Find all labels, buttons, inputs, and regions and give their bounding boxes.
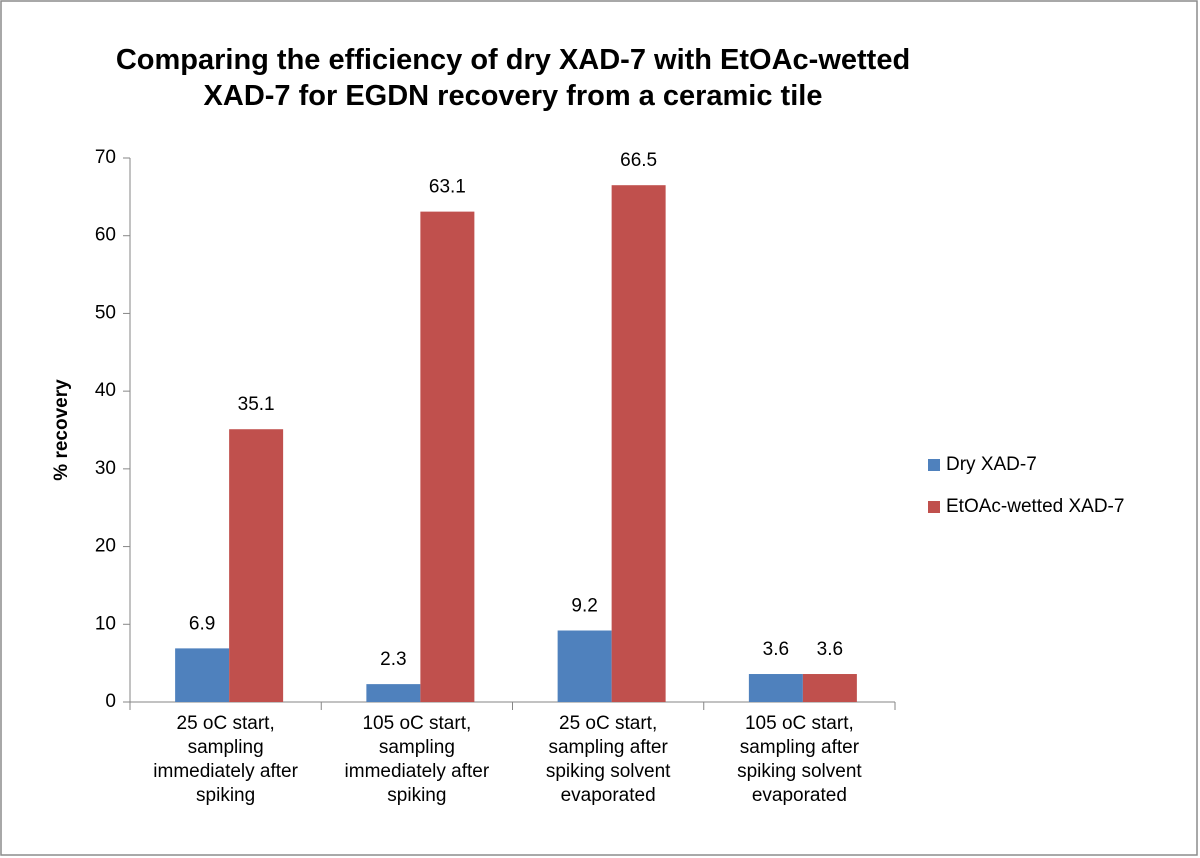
chart-title: Comparing the efficiency of dry XAD-7 wi… [115,44,911,112]
legend-label: EtOAc-wetted XAD-7 [946,496,1124,517]
y-axis-label: % recovery [51,379,72,481]
data-label: 63.1 [429,177,466,198]
data-label: 35.1 [238,394,275,415]
x-tick-label: 25 oC start, sampling immediately after … [153,713,298,806]
bar [366,684,421,702]
y-tick-label: 10 [95,613,116,634]
bar [175,648,230,702]
legend-label: Dry XAD-7 [946,454,1037,475]
legend-swatch [928,501,940,513]
y-tick-label: 50 [95,302,116,323]
data-label: 9.2 [571,596,597,617]
bar [802,674,857,702]
x-tick-label: 105 oC start, sampling immediately after… [344,713,490,806]
data-label: 66.5 [620,150,657,171]
data-label: 3.6 [817,639,843,660]
y-tick-label: 0 [105,691,116,712]
y-tick-label: 70 [95,147,116,168]
x-tick-label: 105 oC start, sampling after spiking sol… [737,713,862,806]
bar [420,211,475,702]
x-tick-label: 25 oC start, sampling after spiking solv… [545,713,671,806]
data-label: 3.6 [763,639,789,660]
bar [557,630,612,702]
legend-swatch [928,459,940,471]
y-tick-label: 30 [95,458,116,479]
data-label: 6.9 [189,613,215,634]
bar [229,429,284,702]
data-label: 2.3 [380,649,406,670]
y-tick-label: 20 [95,536,116,557]
y-tick-label: 60 [95,225,116,246]
y-tick-label: 40 [95,380,116,401]
bar [748,674,803,702]
bar [611,185,666,702]
